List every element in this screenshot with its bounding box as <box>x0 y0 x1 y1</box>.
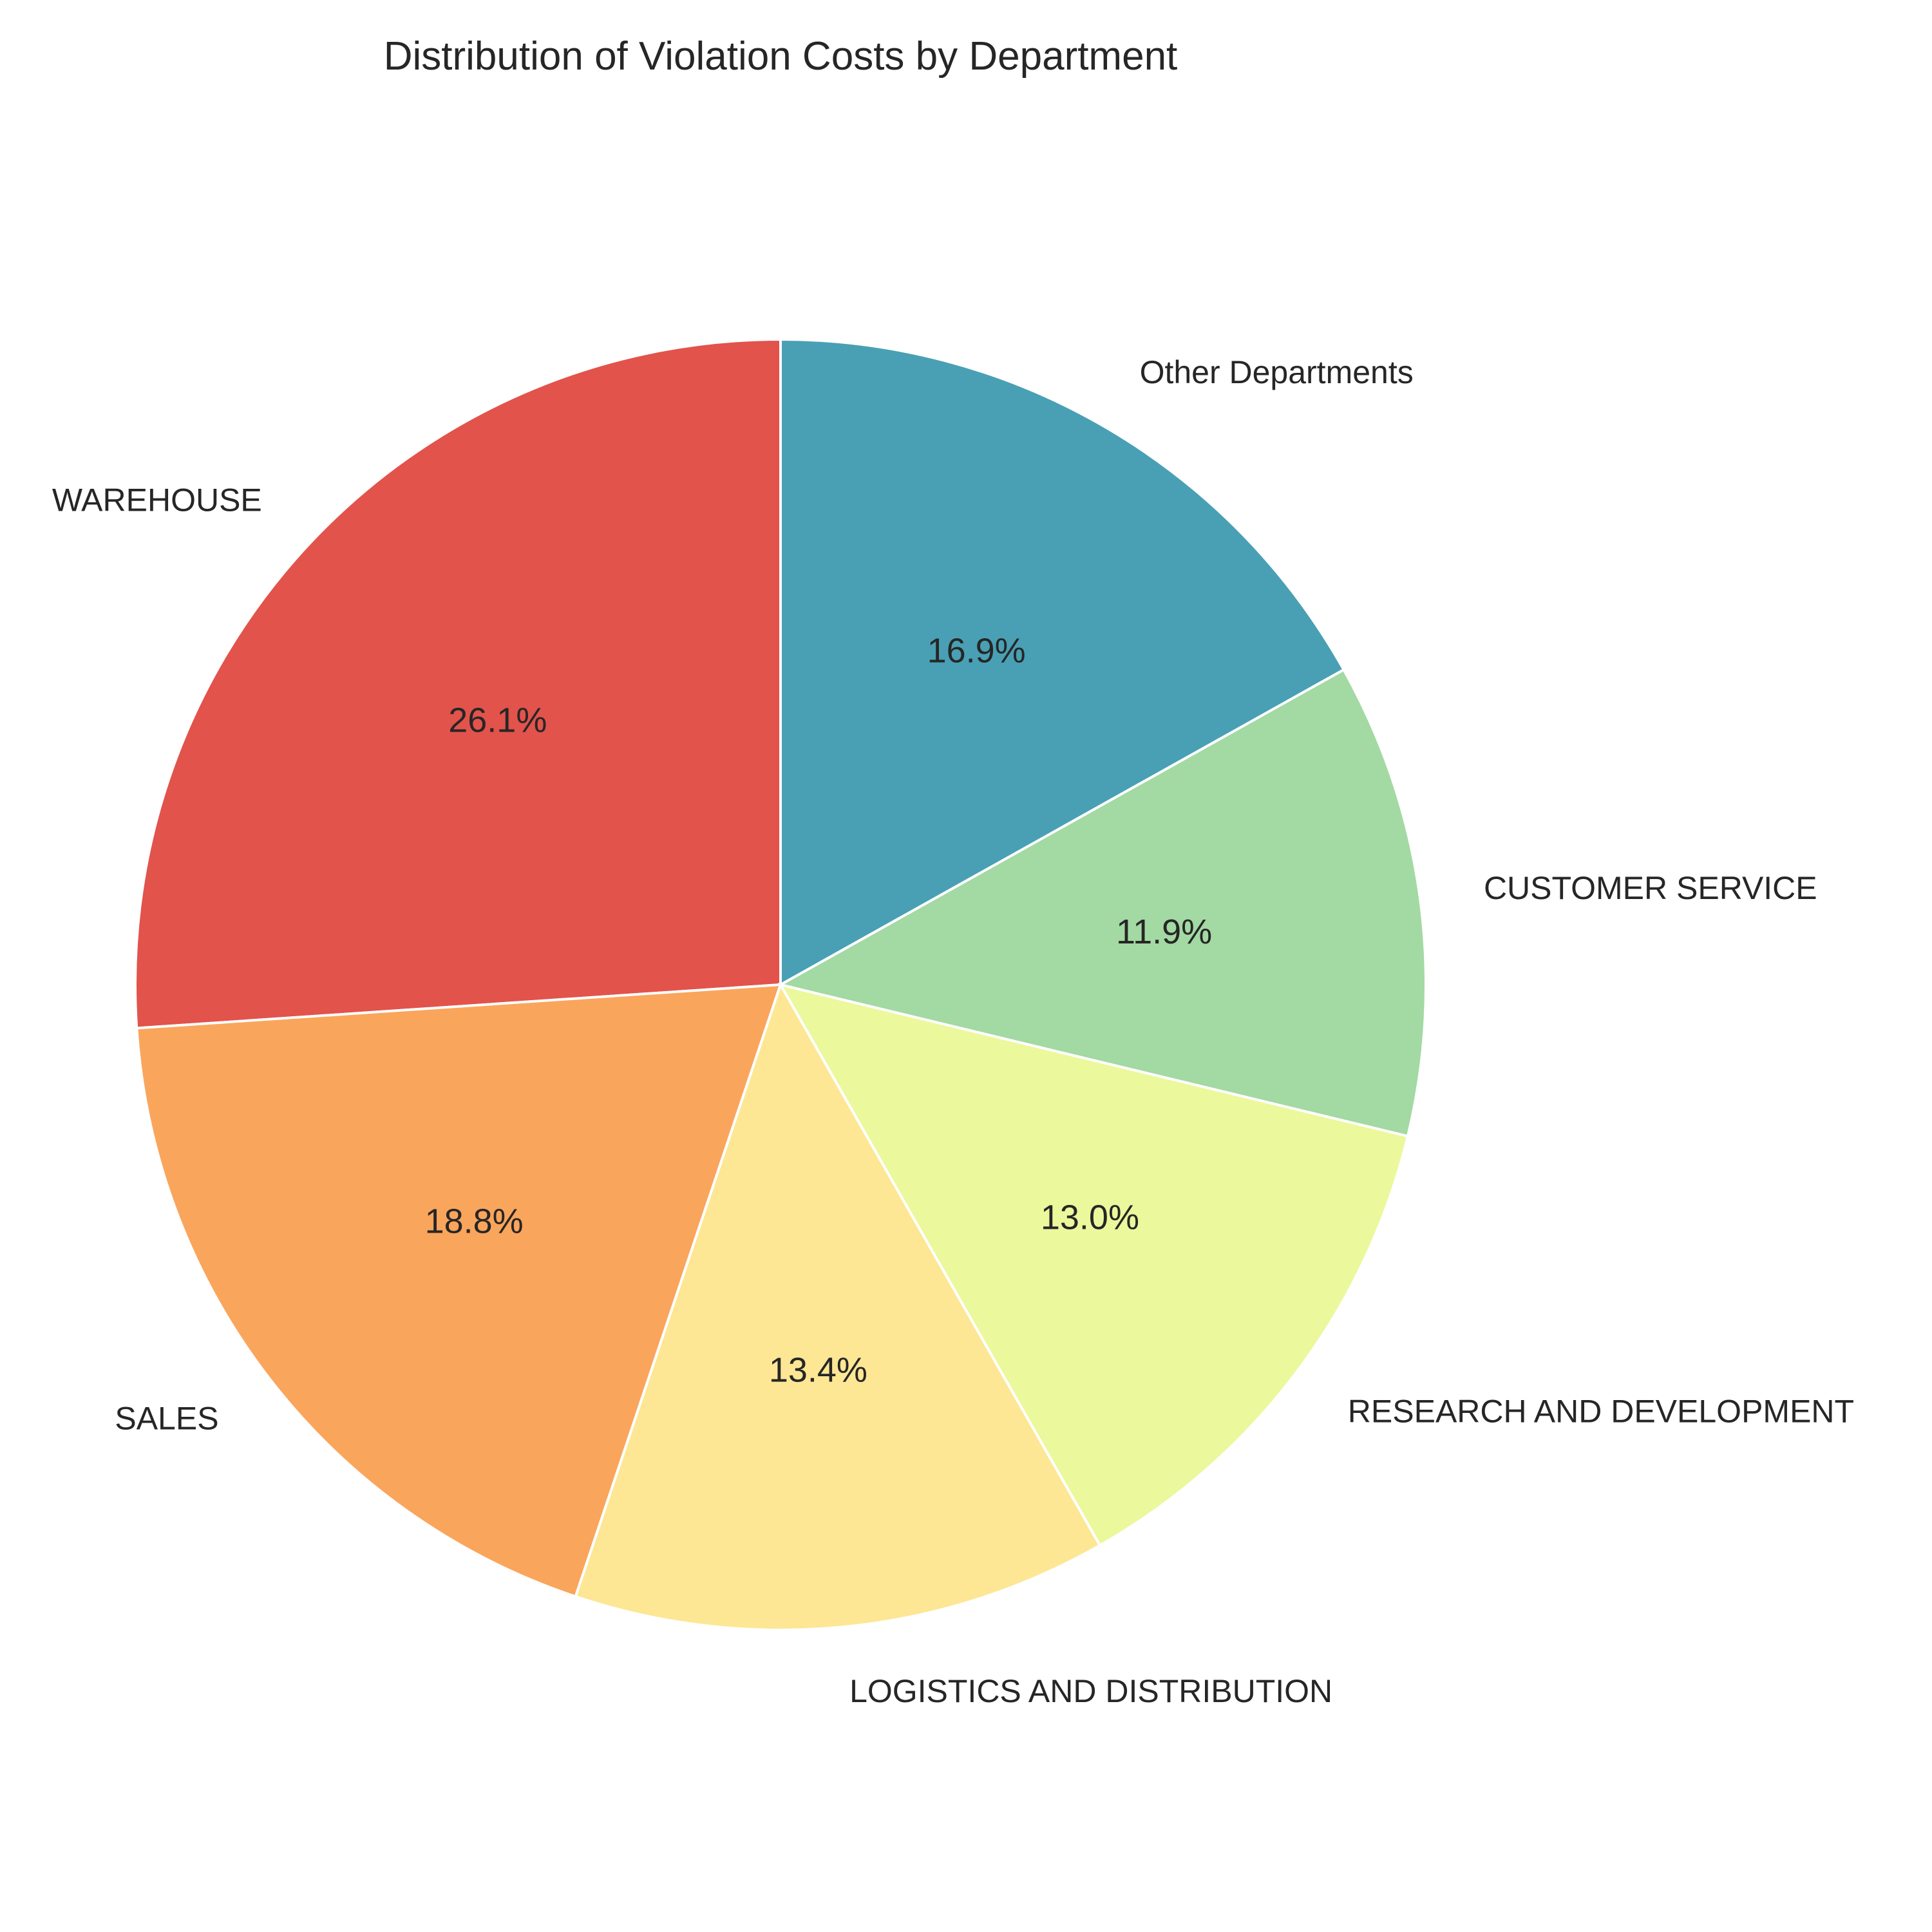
pie-slice <box>777 668 1427 1138</box>
pie-labels: 26.1% WAREHOUSE 18.8% SALES 13.4% LOGISTICS A… <box>52 354 1854 1709</box>
pie-slice-wedge <box>134 337 782 1030</box>
pie-slice <box>779 337 1346 987</box>
slice-percentage-label: 13.4% <box>769 1350 867 1389</box>
slice-percentage-label: 16.9% <box>927 631 1026 670</box>
slice-percentage-label: 13.0% <box>1041 1198 1139 1236</box>
slice-category-label: CUSTOMER SERVICE <box>1484 870 1817 906</box>
pie-slice <box>134 337 782 1030</box>
pie-slice <box>777 982 1410 1548</box>
slice-category-label: Other Departments <box>1140 354 1414 390</box>
pie-slice <box>135 983 782 1598</box>
pie-slice-wedge <box>779 337 1346 987</box>
pie-slice-wedge <box>135 983 782 1598</box>
slice-category-label: RESEARCH AND DEVELOPMENT <box>1348 1394 1854 1430</box>
pie-slice <box>574 981 1102 1631</box>
chart-title: Distribution of Violation Costs by Depar… <box>384 34 1178 79</box>
pie-slice-wedge <box>777 982 1410 1548</box>
slice-category-label: WAREHOUSE <box>52 482 262 518</box>
slice-percentage-label: 11.9% <box>1116 913 1212 951</box>
slice-category-label: LOGISTICS AND DISTRIBUTION <box>849 1673 1332 1709</box>
slice-category-label: SALES <box>115 1401 218 1437</box>
pie-slice-wedge <box>574 981 1102 1631</box>
pie-slice-wedge <box>777 668 1427 1138</box>
pie-slices <box>134 337 1427 1631</box>
slice-percentage-label: 26.1% <box>448 701 547 739</box>
slice-percentage-label: 18.8% <box>425 1202 524 1240</box>
